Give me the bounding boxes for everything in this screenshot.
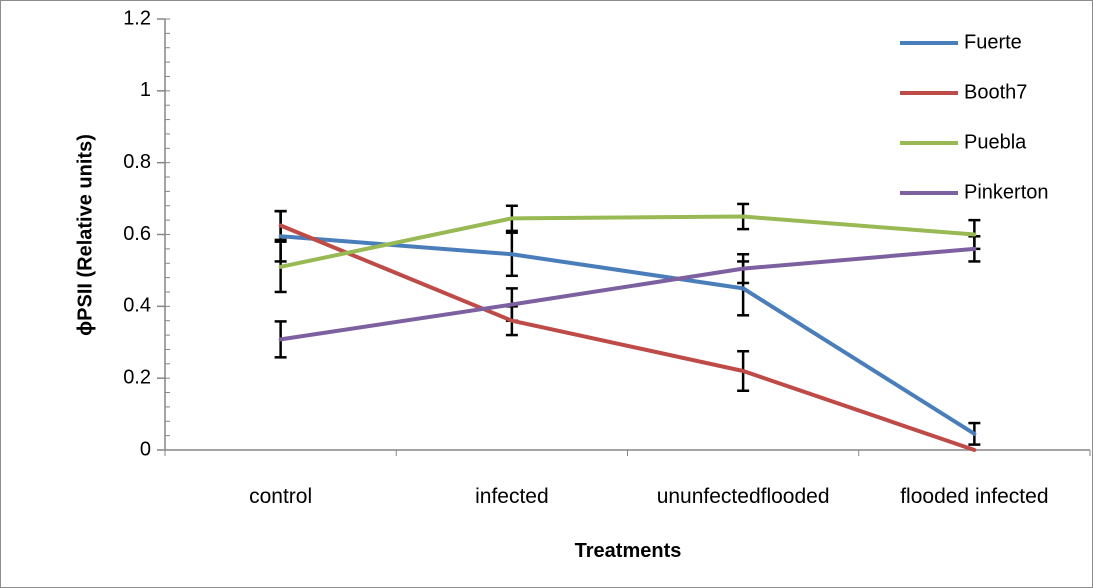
y-tick-label: 1.2: [123, 7, 151, 29]
y-tick-label: 1: [140, 79, 151, 101]
y-axis: 0 0.2 0.4 0.6 0.8 1 1.2: [123, 7, 170, 460]
legend-label: Booth7: [964, 81, 1027, 103]
series-line-booth7: [278, 223, 977, 452]
series-line-puebla: [278, 214, 977, 269]
x-tick-label: flooded infected: [900, 485, 1048, 508]
y-tick-label: 0.2: [123, 366, 151, 388]
legend-label: Puebla: [964, 131, 1027, 153]
legend-label: Pinkerton: [964, 181, 1049, 203]
x-axis-title: Treatments: [575, 540, 682, 562]
legend-label: Fuerte: [964, 31, 1022, 53]
x-axis: control infected ununfectedflooded flooded …: [164, 449, 1091, 508]
y-axis-title: ϕPSII (Relative units): [74, 134, 96, 336]
series-lines: [278, 214, 977, 452]
y-tick-label: 0.4: [123, 295, 151, 317]
y-tick-label: 0.8: [123, 151, 151, 173]
legend: Fuerte Booth7 Puebla Pinkerton: [900, 31, 1049, 203]
x-tick-label: ununfectedflooded: [657, 485, 830, 508]
series-line-pinkerton: [278, 246, 977, 342]
series-line-fuerte: [278, 234, 977, 436]
x-tick-label: control: [249, 485, 312, 508]
y-tick-label: 0.6: [123, 223, 151, 245]
x-tick-label: infected: [475, 485, 549, 508]
y-tick-label: 0: [140, 438, 151, 460]
